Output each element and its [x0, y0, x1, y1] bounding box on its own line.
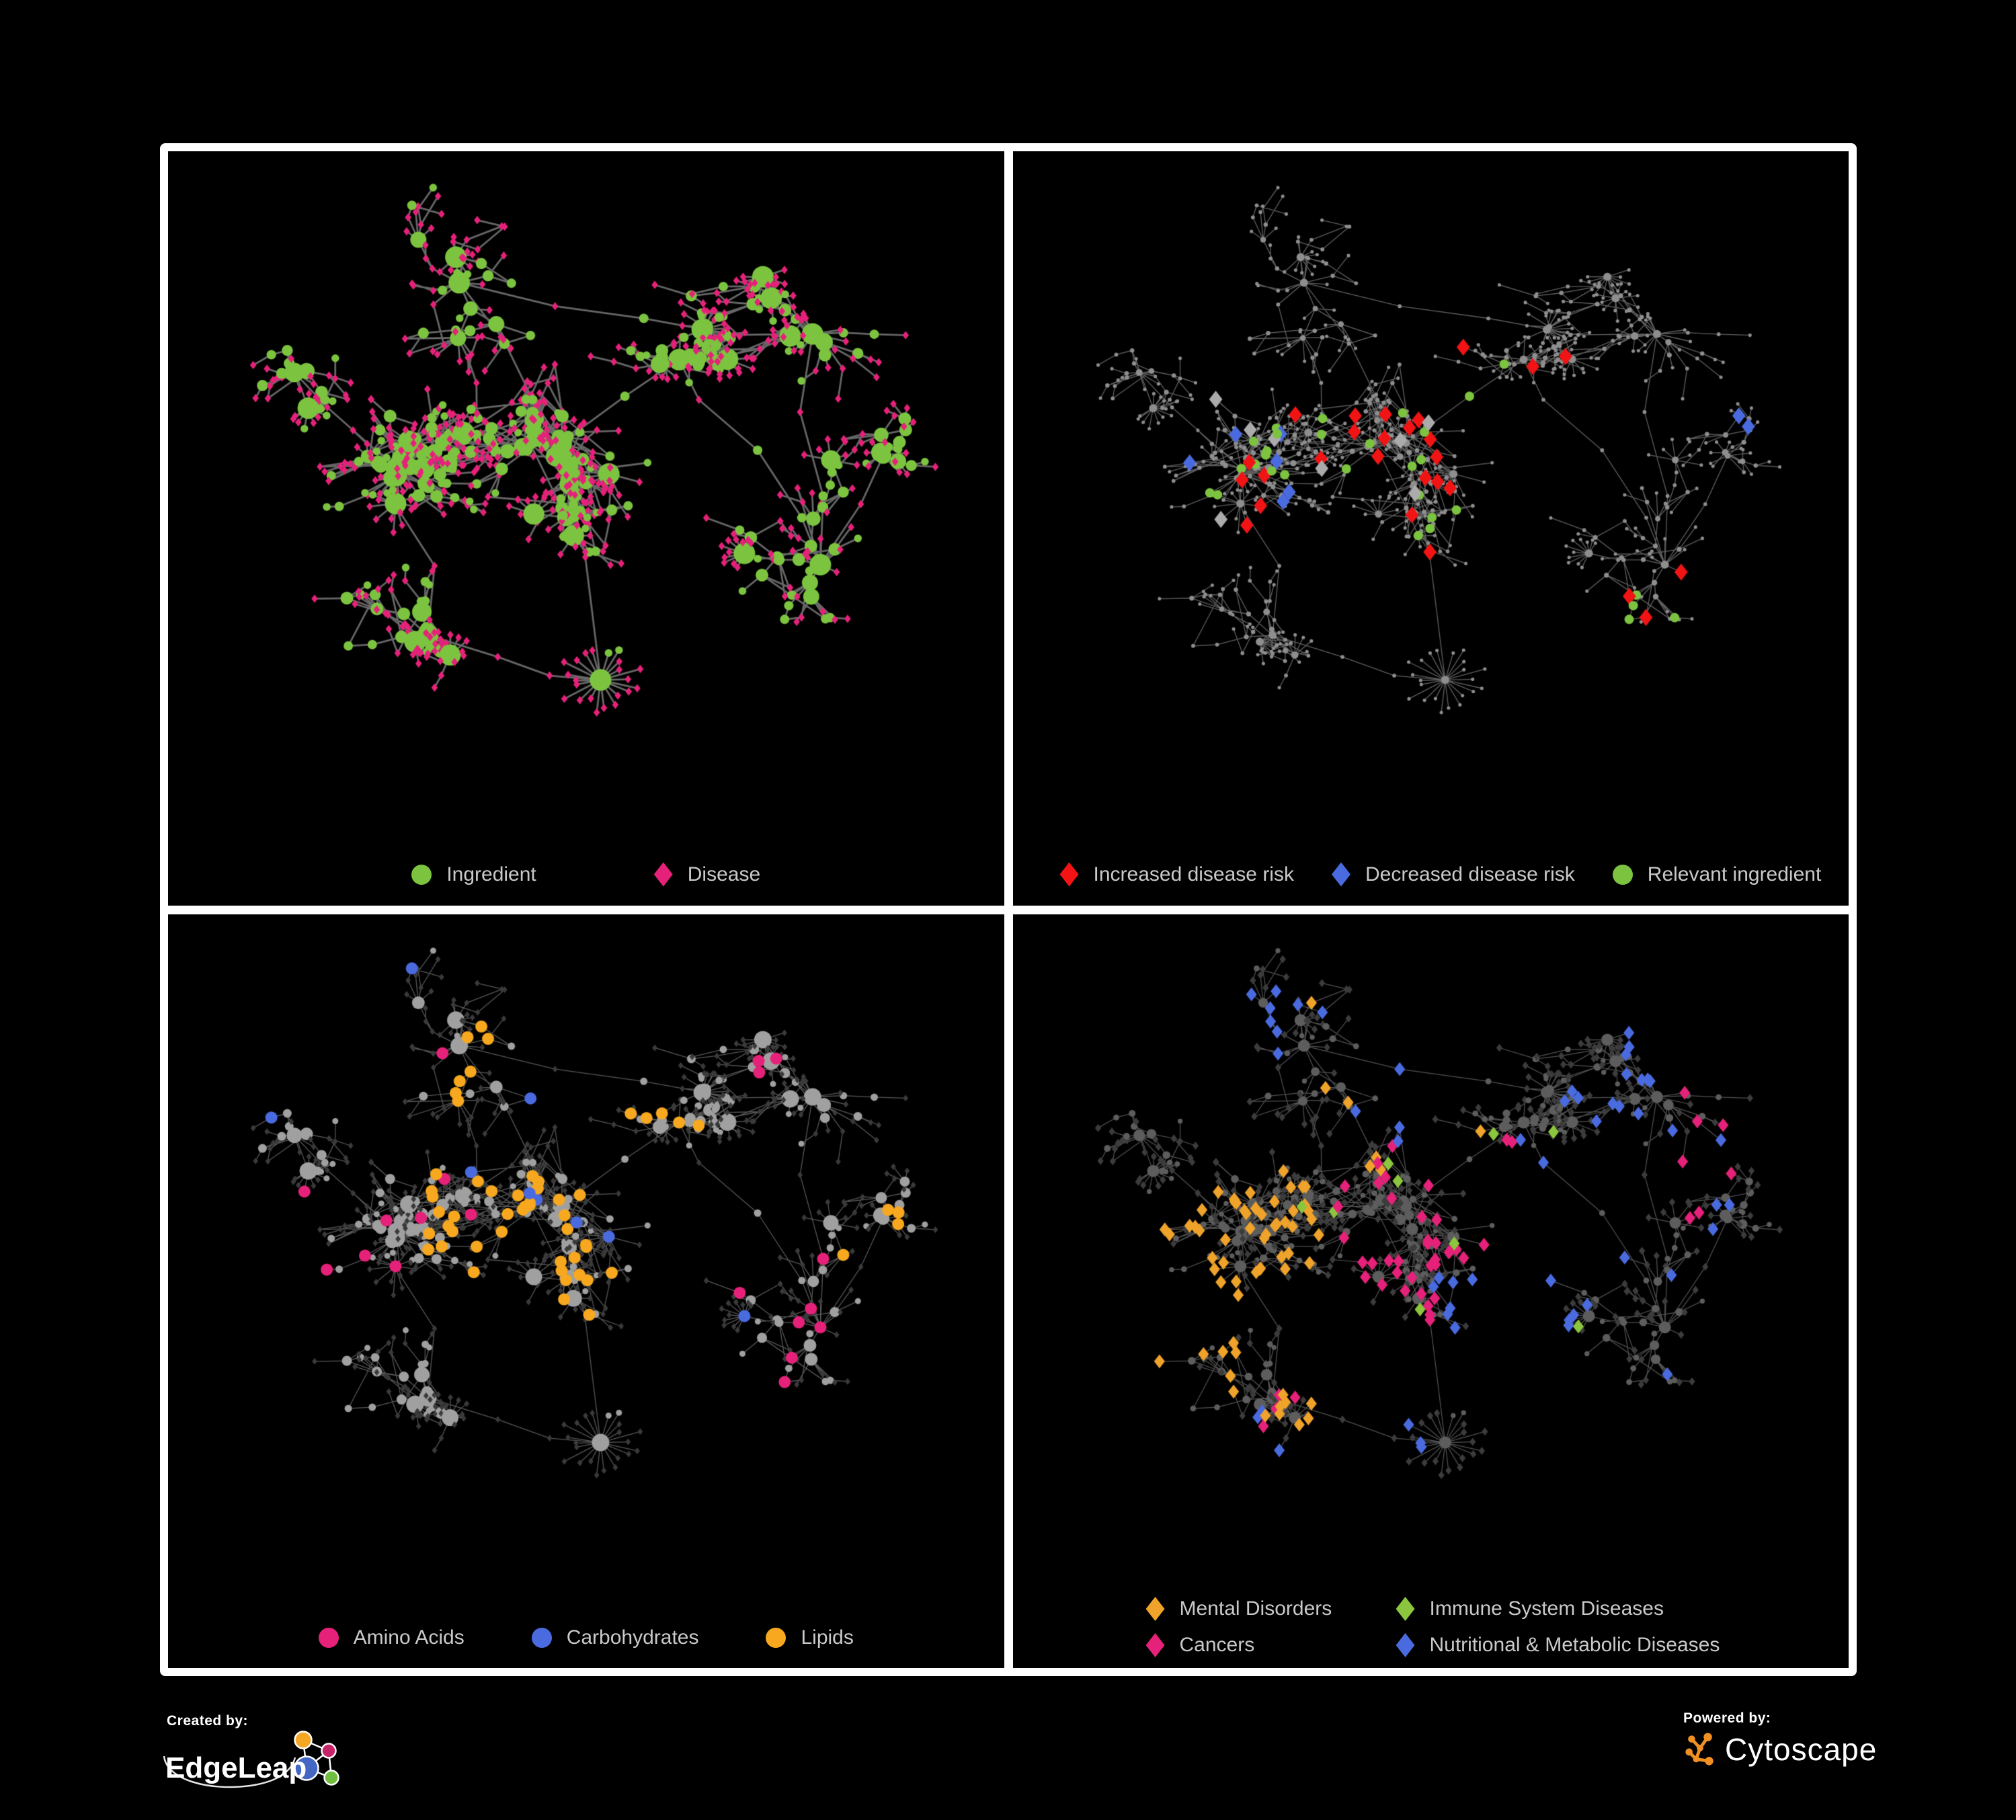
edgeleap-node-orange-icon — [294, 1731, 313, 1749]
panel-disease-risk: Increased disease risk Decreased disease … — [1012, 151, 1849, 906]
diamond-marker-icon — [1396, 1633, 1415, 1657]
legend-item: Amino Acids — [318, 1626, 465, 1649]
legend-item: Immune System Diseases — [1396, 1597, 1849, 1621]
panel-disease-classes: Mental Disorders Immune System Diseases Ca… — [1012, 914, 1849, 1668]
panel-ingredient-disease: Ingredient Disease — [168, 151, 1004, 906]
legend-item: Nutritional & Metabolic Diseases — [1396, 1633, 1849, 1657]
diamond-marker-icon — [1059, 862, 1079, 887]
diamond-marker-icon — [1145, 1633, 1165, 1657]
legend-item: Lipids — [766, 1626, 854, 1649]
circle-marker-icon — [411, 864, 432, 885]
legend-label: Increased disease risk — [1093, 863, 1294, 885]
edgeleap-credit: Created by: EdgeLeap — [163, 1713, 371, 1815]
diamond-marker-icon — [1396, 1597, 1415, 1621]
legend-label: Carbohydrates — [566, 1626, 699, 1649]
network-graph-nutrient-classes — [168, 914, 1004, 1668]
powered-by-label: Powered by: — [1683, 1710, 1771, 1726]
legend-item: Relevant ingredient — [1612, 863, 1822, 886]
four-panel-frame: Ingredient Disease Increased disease risk… — [160, 143, 1857, 1676]
network-graph-ingredient-disease — [168, 151, 1004, 906]
edgeleap-wordmark: EdgeLeap — [165, 1751, 307, 1784]
cytoscape-logo-icon — [1685, 1733, 1713, 1766]
legend-item: Carbohydrates — [531, 1626, 699, 1649]
legend-item: Disease — [653, 862, 761, 887]
legend-label: Disease — [687, 863, 761, 885]
cytoscape-credit: Powered by: Cytosc — [1683, 1710, 1877, 1768]
edgeleap-network-glyph-icon — [294, 1731, 339, 1786]
circle-marker-icon — [766, 1628, 787, 1648]
diamond-marker-icon — [1331, 862, 1350, 887]
edgeleap-node-green-icon — [323, 1770, 339, 1786]
edgeleap-node-blue-icon — [294, 1755, 319, 1781]
diamond-marker-icon — [1145, 1597, 1165, 1621]
legend-disease-classes: Mental Disorders Immune System Diseases Ca… — [1013, 1597, 1849, 1657]
legend-item: Mental Disorders — [1145, 1597, 1396, 1621]
legend-item: Ingredient — [411, 863, 536, 886]
legend-nutrient-classes: Amino Acids Carbohydrates Lipids — [168, 1626, 1004, 1649]
legend-item: Increased disease risk — [1059, 862, 1294, 887]
legend-label: Amino Acids — [353, 1626, 465, 1649]
panel-nutrient-classes: Amino Acids Carbohydrates Lipids — [168, 914, 1004, 1668]
legend-item: Decreased disease risk — [1331, 862, 1575, 887]
legend-disease-risk: Increased disease risk Decreased disease … — [1013, 862, 1849, 887]
edgeleap-logo: EdgeLeap — [163, 1731, 339, 1788]
legend-label: Relevant ingredient — [1647, 863, 1822, 885]
legend-label: Lipids — [801, 1626, 854, 1649]
legend-label: Mental Disorders — [1179, 1597, 1332, 1620]
legend-label: Ingredient — [446, 863, 536, 885]
legend-label: Immune System Diseases — [1429, 1597, 1664, 1620]
circle-marker-icon — [531, 1628, 552, 1648]
network-graph-disease-risk — [1012, 151, 1849, 906]
legend-label: Decreased disease risk — [1365, 863, 1575, 885]
cytoscape-wordmark: Cytoscape — [1725, 1732, 1878, 1767]
circle-marker-icon — [318, 1628, 339, 1648]
legend-item: Cancers — [1145, 1633, 1396, 1657]
edgeleap-node-pink-icon — [321, 1743, 337, 1759]
cytoscape-lockup: Cytoscape — [1683, 1731, 1877, 1768]
legend-label: Cancers — [1179, 1634, 1255, 1656]
created-by-label: Created by: — [167, 1713, 249, 1729]
legend-ingredient-disease: Ingredient Disease — [168, 862, 1004, 887]
edgeleap-swoosh-icon — [163, 1755, 296, 1788]
network-graph-disease-classes — [1012, 914, 1849, 1668]
diamond-marker-icon — [653, 862, 673, 887]
legend-label: Nutritional & Metabolic Diseases — [1429, 1634, 1720, 1656]
circle-marker-icon — [1612, 864, 1633, 885]
